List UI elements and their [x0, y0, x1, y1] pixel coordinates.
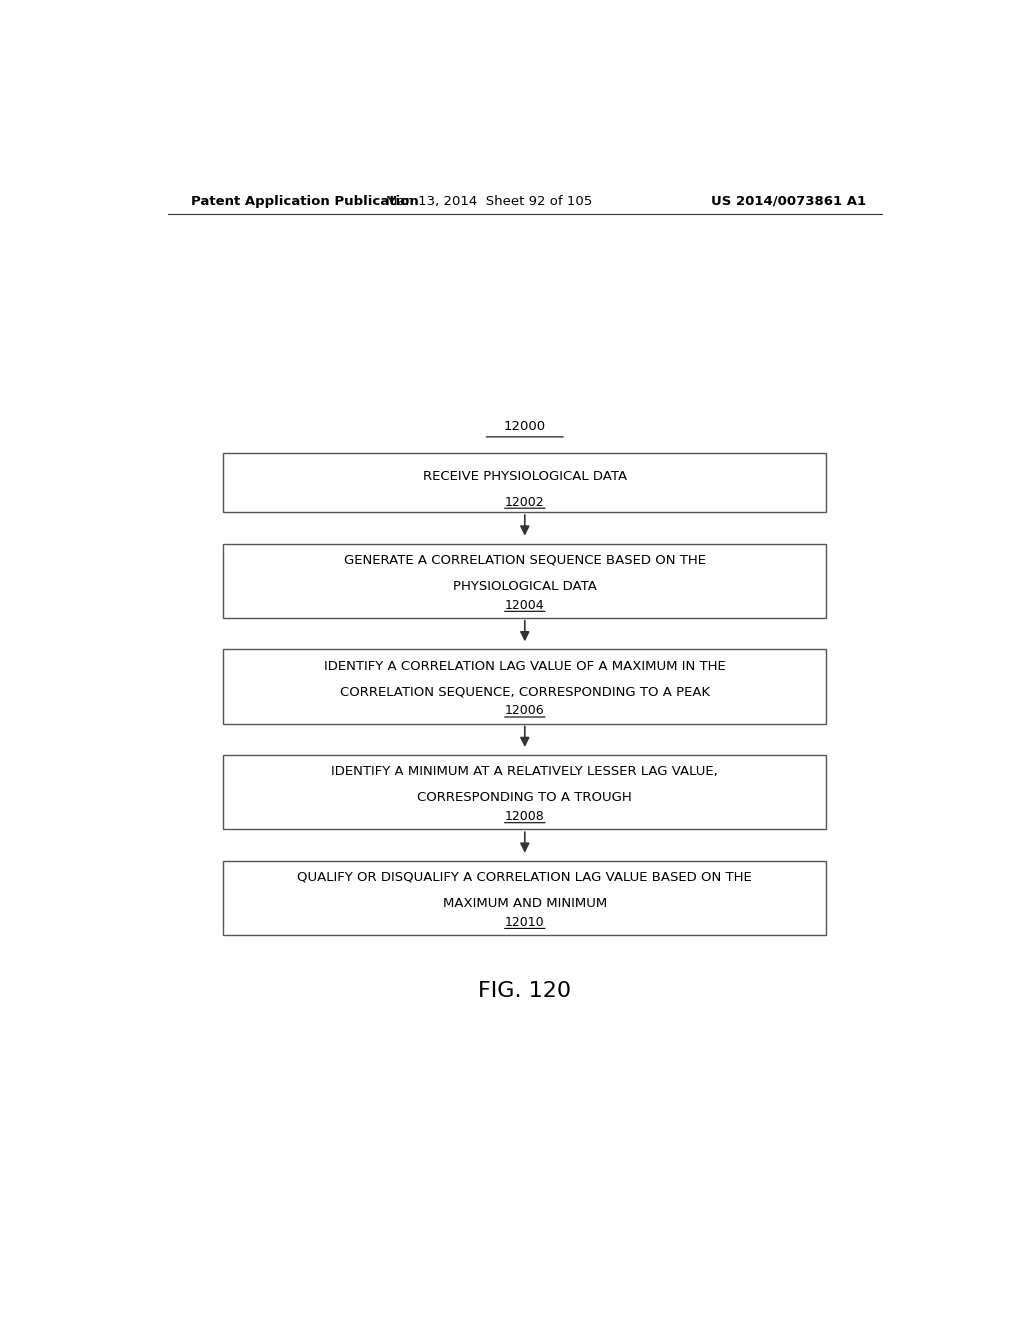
Text: 12010: 12010	[505, 916, 545, 929]
Text: Mar. 13, 2014  Sheet 92 of 105: Mar. 13, 2014 Sheet 92 of 105	[386, 194, 592, 207]
Text: US 2014/0073861 A1: US 2014/0073861 A1	[711, 194, 866, 207]
Text: QUALIFY OR DISQUALIFY A CORRELATION LAG VALUE BASED ON THE: QUALIFY OR DISQUALIFY A CORRELATION LAG …	[297, 871, 753, 884]
Text: RECEIVE PHYSIOLOGICAL DATA: RECEIVE PHYSIOLOGICAL DATA	[423, 470, 627, 483]
Text: 12006: 12006	[505, 705, 545, 717]
FancyBboxPatch shape	[223, 453, 826, 512]
Text: PHYSIOLOGICAL DATA: PHYSIOLOGICAL DATA	[453, 579, 597, 593]
FancyBboxPatch shape	[223, 755, 826, 829]
Text: MAXIMUM AND MINIMUM: MAXIMUM AND MINIMUM	[442, 896, 607, 909]
FancyBboxPatch shape	[223, 649, 826, 723]
Text: CORRELATION SEQUENCE, CORRESPONDING TO A PEAK: CORRELATION SEQUENCE, CORRESPONDING TO A…	[340, 685, 710, 698]
Text: IDENTIFY A MINIMUM AT A RELATIVELY LESSER LAG VALUE,: IDENTIFY A MINIMUM AT A RELATIVELY LESSE…	[332, 766, 718, 779]
Text: 12008: 12008	[505, 810, 545, 824]
Text: FIG. 120: FIG. 120	[478, 981, 571, 1001]
Text: IDENTIFY A CORRELATION LAG VALUE OF A MAXIMUM IN THE: IDENTIFY A CORRELATION LAG VALUE OF A MA…	[324, 660, 726, 672]
Text: Patent Application Publication: Patent Application Publication	[191, 194, 419, 207]
Text: GENERATE A CORRELATION SEQUENCE BASED ON THE: GENERATE A CORRELATION SEQUENCE BASED ON…	[344, 554, 706, 566]
Text: CORRESPONDING TO A TROUGH: CORRESPONDING TO A TROUGH	[418, 791, 632, 804]
Text: 12000: 12000	[504, 420, 546, 433]
Text: 12004: 12004	[505, 599, 545, 611]
FancyBboxPatch shape	[223, 861, 826, 935]
FancyBboxPatch shape	[223, 544, 826, 618]
Text: 12002: 12002	[505, 495, 545, 508]
